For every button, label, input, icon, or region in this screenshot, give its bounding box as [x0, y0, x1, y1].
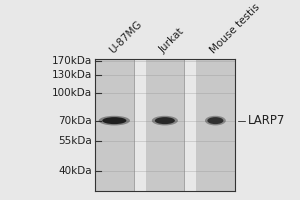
FancyBboxPatch shape: [95, 59, 134, 191]
FancyBboxPatch shape: [146, 59, 184, 191]
Text: 40kDa: 40kDa: [58, 166, 92, 176]
Ellipse shape: [205, 116, 226, 125]
Text: U-87MG: U-87MG: [107, 19, 144, 55]
Ellipse shape: [152, 116, 178, 125]
Ellipse shape: [99, 116, 130, 125]
Text: Jurkat: Jurkat: [158, 27, 186, 55]
Text: Mouse testis: Mouse testis: [208, 2, 262, 55]
FancyBboxPatch shape: [196, 59, 235, 191]
Text: 70kDa: 70kDa: [58, 116, 92, 126]
Ellipse shape: [102, 117, 126, 124]
Text: 170kDa: 170kDa: [52, 56, 92, 66]
Text: 130kDa: 130kDa: [52, 70, 92, 80]
Ellipse shape: [207, 117, 224, 124]
Text: 100kDa: 100kDa: [52, 88, 92, 98]
Ellipse shape: [155, 117, 175, 124]
Text: 55kDa: 55kDa: [58, 136, 92, 146]
Text: LARP7: LARP7: [248, 114, 286, 127]
